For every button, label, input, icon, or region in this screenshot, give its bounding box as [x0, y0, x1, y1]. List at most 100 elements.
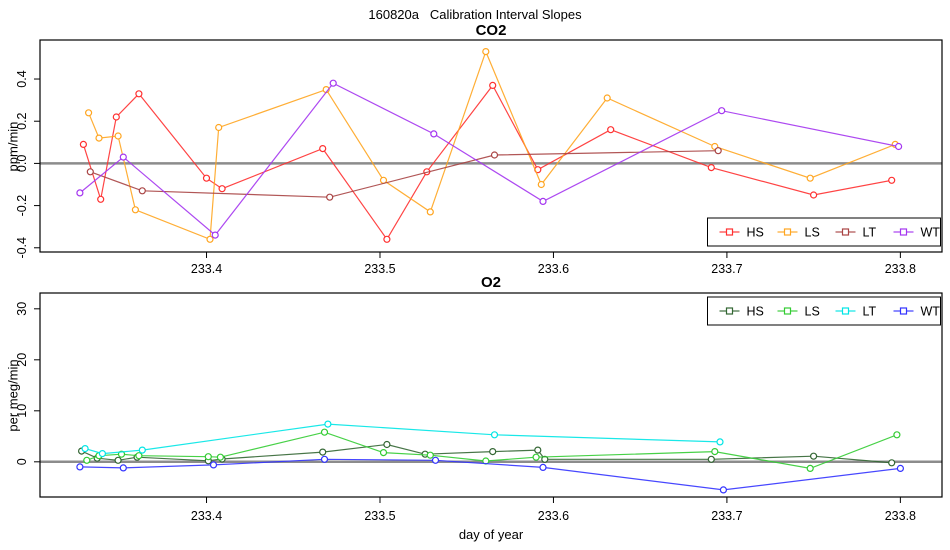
- co2-series-LT: [86, 147, 722, 201]
- co2-point-HS: [79, 140, 88, 148]
- o2-x-tick-label: 233.4: [191, 509, 222, 523]
- o2-point-LS: [135, 452, 143, 460]
- co2-y-tick-label: 0.2: [15, 112, 29, 129]
- co2-point-LS: [84, 109, 93, 117]
- o2-y-tick-label: 30: [15, 302, 29, 316]
- o2-legend-item-HS: HS: [719, 305, 764, 319]
- co2-point-HS: [809, 191, 818, 199]
- legend-marker-icon: [783, 228, 792, 236]
- co2-point-WT: [539, 197, 547, 205]
- o2-point-LS: [806, 464, 814, 472]
- co2-point-LS: [95, 134, 103, 142]
- legend-label: HS: [747, 305, 764, 319]
- co2-point-LS: [806, 174, 814, 182]
- o2-panel: 233.4 233.5 233.6 233.7 233.8 0 10 20 30 HS LS LT WT: [15, 292, 943, 523]
- o2-point-HS: [383, 440, 391, 449]
- legend-label: HS: [747, 226, 764, 240]
- co2-point-HS: [135, 90, 143, 98]
- legend-marker-icon: [783, 307, 792, 315]
- legend-marker-icon: [899, 307, 908, 315]
- o2-point-WT: [209, 461, 218, 469]
- o2-series-LT: [81, 420, 724, 458]
- o2-point-WT: [320, 455, 329, 463]
- o2-point-HS: [114, 456, 122, 464]
- o2-point-LS: [83, 456, 91, 464]
- co2-x-tick-label: 233.4: [191, 262, 222, 276]
- o2-point-LS: [216, 453, 224, 461]
- co2-panel: 233.4 233.5 233.6 233.7 233.8 -0.4 -0.2 0.0 0.2 0…: [15, 39, 943, 276]
- o2-series-WT: [76, 455, 905, 494]
- co2-point-HS: [383, 235, 391, 243]
- co2-line-LS: [88, 49, 896, 241]
- o2-point-HS: [541, 455, 549, 463]
- o2-point-LS: [117, 450, 126, 458]
- o2-line-WT: [79, 458, 901, 491]
- legend-marker-icon: [841, 228, 850, 236]
- co2-x-tick-label: 233.5: [364, 262, 395, 276]
- o2-y-tick-label: 0: [15, 458, 29, 465]
- legend-label: LS: [805, 226, 820, 240]
- legend-label: LT: [863, 226, 877, 240]
- legend-marker-icon: [841, 307, 850, 315]
- co2-point-WT: [76, 189, 84, 197]
- legend-marker-icon: [725, 307, 734, 315]
- o2-point-LS: [532, 453, 540, 461]
- co2-legend-item-HS: HS: [719, 226, 764, 240]
- co2-point-WT: [119, 153, 127, 161]
- co2-point-WT: [329, 79, 337, 87]
- legend-label: LT: [863, 305, 877, 319]
- o2-series-LS: [83, 428, 901, 472]
- o2-point-LS: [711, 448, 719, 456]
- o2-y-tick-label: 20: [15, 353, 29, 367]
- co2-point-HS: [707, 164, 715, 172]
- co2-x-tick-label: 233.7: [711, 262, 742, 276]
- co2-y-tick-label: -0.4: [15, 237, 29, 259]
- co2-plot-border: [39, 39, 943, 253]
- o2-point-HS: [489, 448, 497, 456]
- o2-point-LS: [204, 453, 212, 461]
- co2-point-HS: [112, 113, 120, 121]
- o2-point-LS: [379, 449, 388, 457]
- o2-legend-item-WT: WT: [893, 305, 941, 319]
- co2-x-tick-label: 233.6: [538, 262, 569, 276]
- co2-point-LS: [131, 206, 139, 214]
- o2-point-LT: [324, 420, 332, 428]
- o2-point-LT: [716, 438, 724, 446]
- co2-point-WT: [894, 142, 903, 151]
- o2-plot-border: [39, 292, 943, 498]
- co2-point-HS: [97, 195, 105, 203]
- co2-point-HS: [202, 174, 211, 182]
- co2-y-tick-label: 0.0: [15, 155, 29, 172]
- o2-point-LS: [426, 451, 434, 459]
- o2-point-WT: [539, 463, 547, 471]
- co2-point-LS: [114, 132, 122, 140]
- co2-point-LS: [537, 180, 545, 189]
- page-title: 160820a Calibration Interval Slopes: [368, 7, 582, 22]
- x-axis-label: day of year: [458, 527, 524, 542]
- co2-point-LT: [138, 187, 146, 195]
- co2-point-WT: [430, 130, 438, 138]
- o2-point-HS: [707, 455, 715, 463]
- o2-point-WT: [76, 463, 84, 471]
- o2-x-tick-label: 233.5: [364, 509, 395, 523]
- o2-point-LT: [490, 431, 499, 439]
- co2-point-LT: [490, 151, 499, 159]
- co2-legend: HS LS LT WT: [707, 217, 941, 247]
- co2-point-HS: [489, 81, 497, 90]
- co2-series-LS: [84, 47, 899, 243]
- co2-point-HS: [319, 145, 327, 153]
- o2-x-tick-label: 233.7: [711, 509, 742, 523]
- co2-line-WT: [79, 82, 899, 236]
- co2-point-LT: [86, 168, 94, 176]
- co2-point-LT: [326, 193, 334, 201]
- co2-point-HS: [218, 185, 226, 193]
- legend-label: WT: [921, 305, 941, 319]
- co2-legend-item-WT: WT: [893, 226, 940, 240]
- o2-point-HS: [888, 459, 896, 467]
- o2-point-LT: [138, 446, 146, 454]
- co2-point-LT: [714, 147, 722, 155]
- o2-panel-title: O2: [480, 274, 501, 291]
- o2-point-WT: [896, 464, 905, 472]
